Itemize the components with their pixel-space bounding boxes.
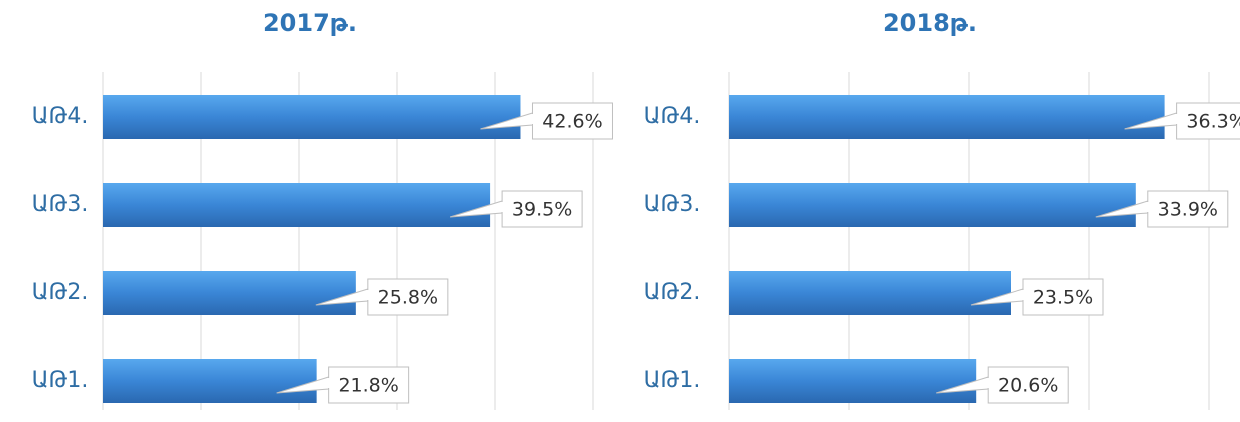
value-label: 42.6% xyxy=(542,111,602,133)
bar xyxy=(103,271,356,315)
value-label: 21.8% xyxy=(338,375,398,397)
value-label: 33.9% xyxy=(1158,199,1218,221)
value-label: 39.5% xyxy=(512,199,572,221)
callout-join xyxy=(1146,202,1150,212)
chart-title: 2018թ. xyxy=(883,9,977,37)
category-label: ԱԹ2. xyxy=(32,280,89,305)
bar xyxy=(103,95,521,139)
value-label: 25.8% xyxy=(378,287,438,309)
value-label-box xyxy=(1022,278,1104,316)
bar xyxy=(729,271,1011,315)
bar xyxy=(729,359,977,403)
value-label-box xyxy=(1147,190,1229,228)
value-label-box xyxy=(987,366,1069,404)
chart-title: 2017թ. xyxy=(263,9,357,37)
category-label: ԱԹ1. xyxy=(32,368,89,393)
category-label: ԱԹ3. xyxy=(644,192,701,217)
value-label-box xyxy=(1176,102,1240,140)
value-label: 36.3% xyxy=(1186,111,1240,133)
callout-join xyxy=(987,378,991,388)
category-label: ԱԹ4. xyxy=(32,104,89,129)
value-label-box xyxy=(367,278,449,316)
category-label: ԱԹ4. xyxy=(644,104,701,129)
value-label: 20.6% xyxy=(998,375,1058,397)
bar xyxy=(729,95,1165,139)
callout-join xyxy=(366,290,370,300)
category-label: ԱԹ1. xyxy=(644,368,701,393)
callout-join xyxy=(1022,290,1025,300)
value-label-box xyxy=(531,102,613,140)
callout-join xyxy=(501,202,505,212)
value-label-box xyxy=(328,366,410,404)
bar xyxy=(103,359,317,403)
bar xyxy=(729,183,1136,227)
value-label: 23.5% xyxy=(1033,287,1093,309)
callout-join xyxy=(1175,114,1179,124)
bar xyxy=(103,183,491,227)
callout-join xyxy=(531,114,535,124)
category-label: ԱԹ2. xyxy=(644,280,701,305)
category-label: ԱԹ3. xyxy=(32,192,89,217)
callout-join xyxy=(327,378,331,388)
